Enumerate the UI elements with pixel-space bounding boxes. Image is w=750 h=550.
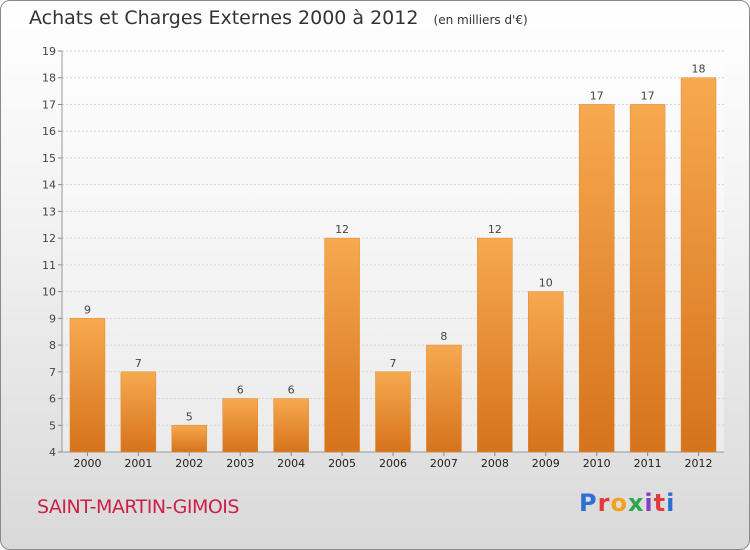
bar-value-label: 8 (440, 330, 447, 343)
x-tick-label: 2011 (634, 457, 662, 470)
y-tick-label: 9 (49, 312, 56, 325)
logo-letter: o (610, 489, 628, 517)
logo-letter: i (666, 489, 676, 517)
bar-value-label: 12 (335, 223, 349, 236)
x-tick-label: 2000 (73, 457, 101, 470)
bar (120, 371, 157, 453)
bar-value-label: 17 (590, 89, 604, 102)
logo-letter: r (597, 489, 611, 517)
bar-value-label: 7 (135, 357, 142, 370)
logo-letter: x (627, 489, 645, 517)
bar-value-label: 18 (692, 63, 706, 76)
y-tick-label: 15 (42, 152, 56, 165)
x-tick-label: 2010 (583, 457, 611, 470)
y-tick-label: 11 (42, 259, 56, 272)
y-tick-label: 18 (42, 72, 56, 85)
bar-value-label: 9 (84, 303, 91, 316)
x-tick-label: 2003 (226, 457, 254, 470)
x-tick-label: 2009 (532, 457, 560, 470)
y-tick-label: 16 (42, 125, 56, 138)
x-tick-label: 2007 (430, 457, 458, 470)
bar (426, 344, 462, 453)
y-tick-label: 19 (42, 45, 56, 58)
bar (69, 318, 106, 453)
bar (171, 425, 208, 453)
bar-value-label: 12 (488, 223, 502, 236)
x-tick-label: 2005 (328, 457, 356, 470)
title-row: Achats et Charges Externes 2000 à 2012 (… (29, 7, 528, 29)
bar (680, 77, 717, 453)
x-tick-label: 2002 (175, 457, 203, 470)
bar (273, 398, 309, 453)
bar (629, 104, 666, 453)
chart-title: Achats et Charges Externes 2000 à 2012 (29, 7, 419, 29)
y-tick-label: 12 (42, 232, 56, 245)
bar (324, 237, 360, 453)
chart-unit: (en milliers d'€) (433, 13, 528, 27)
x-tick-label: 2008 (481, 457, 509, 470)
bar (477, 237, 513, 453)
y-tick-label: 4 (49, 446, 56, 459)
commune-name: SAINT-MARTIN-GIMOIS (37, 496, 239, 518)
bar-value-label: 6 (288, 384, 295, 397)
bar-value-label: 17 (641, 89, 655, 102)
bar-value-label: 5 (186, 410, 193, 423)
proxiti-logo: Proxiti (579, 489, 675, 517)
bar (375, 371, 411, 453)
logo-letter: t (653, 489, 667, 517)
y-tick-label: 6 (49, 393, 56, 406)
bar-value-label: 6 (237, 384, 244, 397)
x-tick-label: 2001 (124, 457, 152, 470)
bar (222, 398, 258, 453)
y-tick-label: 7 (49, 366, 56, 379)
y-tick-label: 17 (42, 98, 56, 111)
x-tick-label: 2006 (379, 457, 407, 470)
x-tick-label: 2004 (277, 457, 305, 470)
bar (578, 104, 615, 453)
y-tick-label: 14 (42, 179, 56, 192)
bar-value-label: 10 (539, 277, 553, 290)
logo-letter: i (644, 489, 654, 517)
y-tick-label: 8 (49, 339, 56, 352)
bar (528, 291, 564, 453)
bar-value-label: 7 (390, 357, 397, 370)
y-tick-label: 5 (49, 419, 56, 432)
y-tick-label: 13 (42, 205, 56, 218)
y-tick-label: 10 (42, 286, 56, 299)
logo-letter: P (579, 489, 598, 517)
x-tick-label: 2012 (685, 457, 713, 470)
